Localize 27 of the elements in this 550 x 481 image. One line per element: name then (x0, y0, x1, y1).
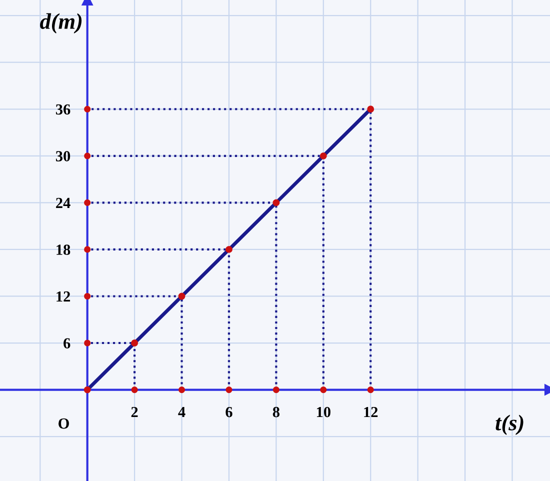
x-tick-label: 12 (364, 406, 378, 418)
y-tick-label: 36 (56, 104, 70, 115)
point (272, 386, 280, 394)
point (84, 246, 91, 253)
y-tick-label: 18 (56, 244, 70, 255)
x-tick-label: 10 (316, 406, 330, 418)
x-tick-label: 2 (131, 406, 138, 418)
point (84, 199, 91, 206)
point (320, 386, 327, 394)
y-tick-label: 30 (56, 151, 70, 162)
x-axis-title: t(s) (496, 414, 524, 435)
y-tick-label: 6 (64, 338, 70, 348)
point (131, 386, 138, 394)
y-axis-title: d(m) (40, 13, 82, 34)
y-tick-label: 12 (56, 291, 70, 302)
annotation: O (58, 418, 69, 429)
y-tick-label: 24 (56, 198, 70, 208)
x-tick-label: 6 (226, 406, 232, 418)
x-tick-label: 8 (272, 406, 280, 418)
point (84, 152, 91, 160)
point (84, 340, 91, 346)
point (178, 386, 186, 394)
point (226, 386, 232, 394)
point (84, 292, 91, 300)
point (84, 106, 91, 112)
x-tick-label: 4 (178, 407, 186, 418)
point (367, 386, 374, 394)
